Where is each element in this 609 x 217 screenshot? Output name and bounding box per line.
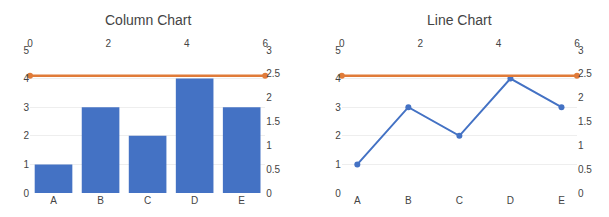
svg-text:1: 1 <box>23 159 29 170</box>
svg-text:Line Chart: Line Chart <box>427 12 492 28</box>
svg-text:4: 4 <box>184 38 190 49</box>
svg-text:A: A <box>50 195 57 206</box>
svg-text:5: 5 <box>335 45 341 56</box>
svg-text:3: 3 <box>335 102 341 113</box>
svg-text:4: 4 <box>335 73 341 84</box>
svg-text:1: 1 <box>578 140 584 151</box>
svg-text:0.5: 0.5 <box>578 164 592 175</box>
svg-text:0: 0 <box>266 188 272 199</box>
svg-text:2.5: 2.5 <box>266 68 280 79</box>
svg-text:2: 2 <box>335 130 341 141</box>
svg-text:2.5: 2.5 <box>578 68 592 79</box>
svg-text:A: A <box>354 195 361 206</box>
svg-text:E: E <box>558 195 565 206</box>
svg-text:C: C <box>144 195 151 206</box>
svg-text:1: 1 <box>266 140 272 151</box>
svg-text:Column Chart: Column Chart <box>105 12 191 28</box>
svg-text:2: 2 <box>417 38 423 49</box>
svg-text:2: 2 <box>23 130 29 141</box>
svg-text:D: D <box>191 195 198 206</box>
svg-text:1.5: 1.5 <box>266 116 280 127</box>
svg-text:C: C <box>456 195 463 206</box>
svg-text:3: 3 <box>266 45 272 56</box>
svg-text:0: 0 <box>578 188 584 199</box>
svg-text:0.5: 0.5 <box>266 164 280 175</box>
svg-text:3: 3 <box>578 45 584 56</box>
svg-text:4: 4 <box>496 38 502 49</box>
svg-text:4: 4 <box>23 73 29 84</box>
svg-text:2: 2 <box>266 92 272 103</box>
svg-text:0: 0 <box>339 38 345 49</box>
svg-text:B: B <box>405 195 412 206</box>
svg-text:0: 0 <box>23 188 29 199</box>
svg-text:1.5: 1.5 <box>578 116 592 127</box>
svg-text:D: D <box>507 195 514 206</box>
svg-text:E: E <box>238 195 245 206</box>
svg-text:6: 6 <box>262 38 268 49</box>
svg-text:3: 3 <box>23 102 29 113</box>
svg-text:2: 2 <box>106 38 112 49</box>
svg-text:2: 2 <box>578 92 584 103</box>
svg-text:1: 1 <box>335 159 341 170</box>
svg-text:0: 0 <box>27 38 33 49</box>
svg-text:6: 6 <box>574 38 580 49</box>
svg-text:B: B <box>97 195 104 206</box>
svg-text:0: 0 <box>335 188 341 199</box>
svg-text:5: 5 <box>23 45 29 56</box>
